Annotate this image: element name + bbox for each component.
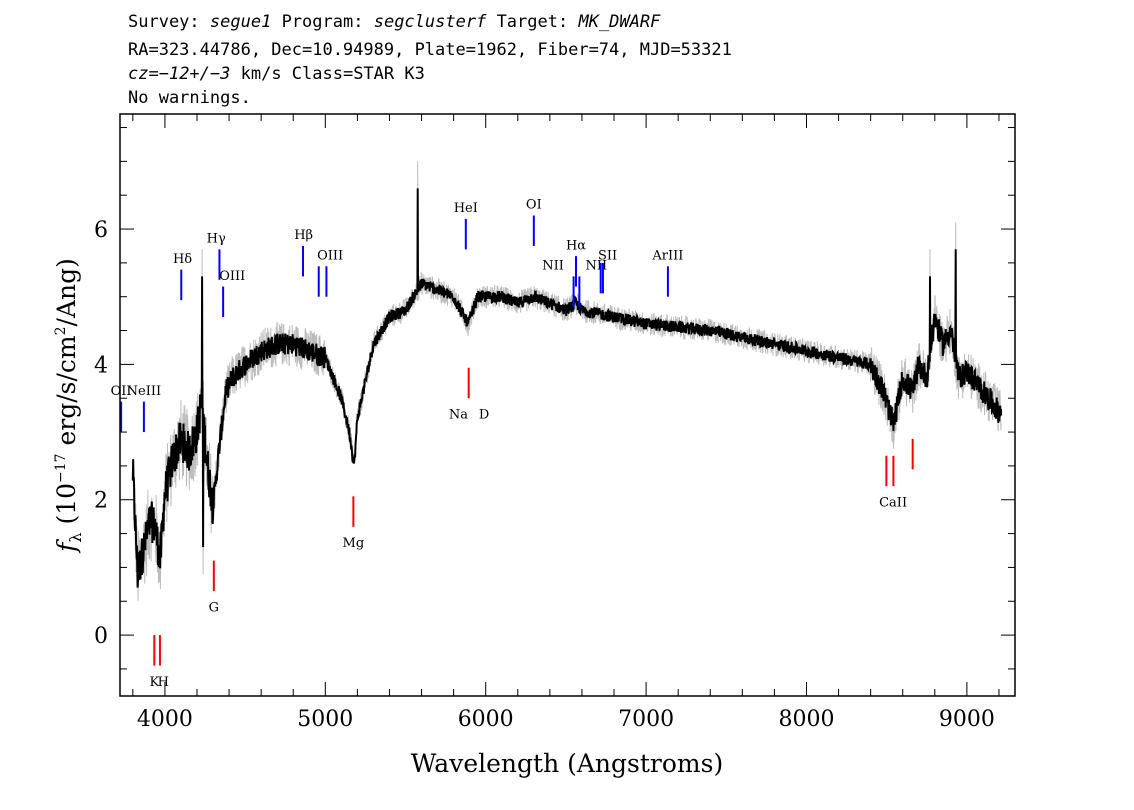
emission-line-label: OII bbox=[111, 384, 132, 399]
class-text: km/s Class=STAR K3 bbox=[230, 64, 425, 84]
x-tick-label: 7000 bbox=[618, 707, 674, 732]
survey-value: segue1 bbox=[209, 12, 272, 32]
flux-trace bbox=[131, 188, 1003, 588]
noise-trace bbox=[132, 161, 1002, 601]
flux-layer bbox=[131, 188, 1003, 588]
y-label-f: f bbox=[52, 539, 81, 554]
absorption-line-label: K bbox=[149, 675, 159, 690]
y-label-unit-open: (10 bbox=[52, 483, 81, 533]
emission-line-label: Hα bbox=[566, 238, 586, 253]
header-line-4: No warnings. bbox=[128, 88, 251, 108]
header-line-1: Survey: segue1 Program: segclusterf Targ… bbox=[128, 12, 660, 32]
x-tick-label: 5000 bbox=[297, 707, 353, 732]
emission-line-label: ArIII bbox=[651, 249, 683, 264]
absorption-line-label: H bbox=[158, 675, 169, 690]
program-value: segclusterf bbox=[373, 12, 487, 32]
emission-line-label: NII bbox=[542, 259, 564, 274]
y-tick-label: 2 bbox=[94, 489, 108, 514]
emission-line-label: Hδ bbox=[173, 252, 192, 267]
emission-line-label: OI bbox=[526, 198, 542, 213]
emission-line-label: Hγ bbox=[207, 232, 226, 247]
header-line-2: RA=323.44786, Dec=10.94989, Plate=1962, … bbox=[128, 40, 732, 60]
emission-line-label: OIII bbox=[219, 269, 245, 284]
program-label: Program: bbox=[281, 12, 364, 32]
target-value: MK_DWARF bbox=[578, 12, 661, 32]
y-tick-label: 0 bbox=[94, 624, 108, 649]
cz-value: −12+/−3 bbox=[158, 64, 231, 84]
y-tick-label: 4 bbox=[94, 353, 108, 378]
header-line-3: cz=−12+/−3 km/s Class=STAR K3 bbox=[128, 64, 425, 84]
absorption-line-label: D bbox=[479, 408, 489, 423]
emission-line-label: NII bbox=[586, 259, 608, 274]
axes: 4000 5000 6000 7000 8000 9000 0 2 4 6 bbox=[94, 114, 1015, 732]
y-label-square: 2 bbox=[53, 326, 69, 335]
plot-frame bbox=[119, 113, 1016, 697]
target-label: Target: bbox=[496, 12, 569, 32]
y-label-exponent: −17 bbox=[53, 453, 69, 483]
y-label-unit-mid: erg/s/cm bbox=[52, 335, 81, 453]
emission-line-label: HeI bbox=[454, 201, 478, 216]
absorption-line-label: CaII bbox=[879, 496, 907, 511]
emission-line-label: Hβ bbox=[294, 228, 313, 243]
x-tick-label: 4000 bbox=[137, 707, 193, 732]
absorption-line-label: Mg bbox=[343, 536, 365, 551]
x-tick-label: 8000 bbox=[778, 707, 834, 732]
y-tick-label: 6 bbox=[94, 218, 108, 243]
emission-line-label: SII bbox=[598, 249, 617, 264]
survey-label: Survey: bbox=[128, 12, 200, 32]
absorption-line-label: G bbox=[209, 600, 219, 615]
y-label-lambda: λ bbox=[66, 533, 85, 543]
emission-line-label: NeIII bbox=[127, 384, 161, 399]
emission-line-label: OIII bbox=[317, 249, 343, 264]
noise-layer bbox=[132, 161, 1002, 601]
x-axis-label: Wavelength (Angstroms) bbox=[411, 749, 723, 778]
x-tick-label: 9000 bbox=[939, 707, 995, 732]
absorption-line-label: Na bbox=[449, 408, 468, 423]
cz-label: cz= bbox=[128, 64, 159, 84]
y-axis-label: fλ (10−17 erg/s/cm2/Ang) bbox=[52, 258, 85, 554]
x-tick-label: 6000 bbox=[458, 707, 514, 732]
y-label-unit-close: /Ang) bbox=[52, 258, 81, 326]
